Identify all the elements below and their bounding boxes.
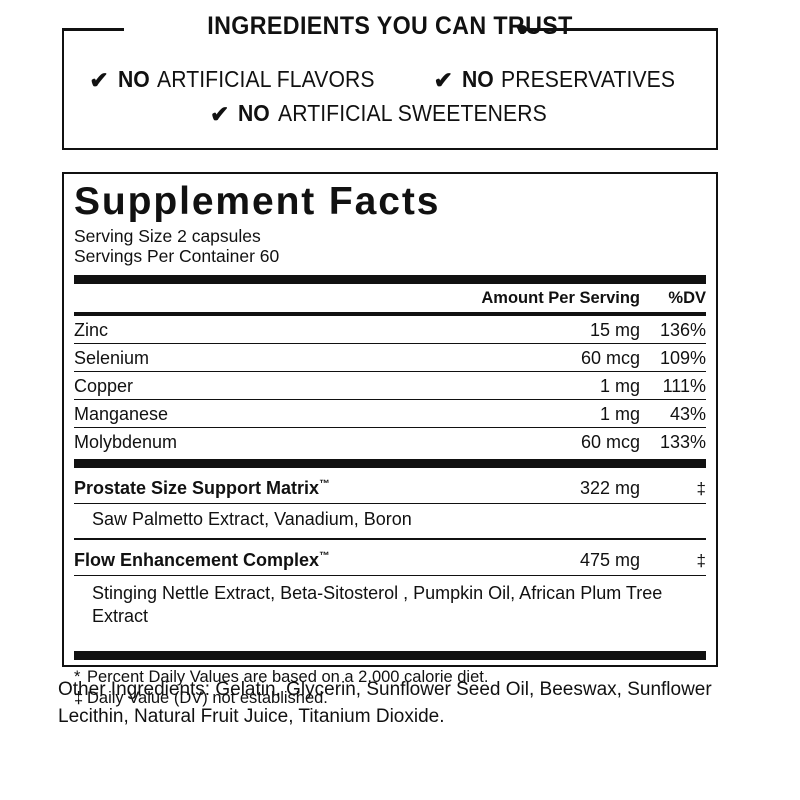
nutrient-dv: 111% bbox=[662, 375, 706, 396]
nutrient-dv: 133% bbox=[659, 432, 706, 453]
blend-name: Flow Enhancement Complex™ bbox=[74, 546, 580, 571]
footnote-dv-not-established: ‡ Daily Value (DV) not established. bbox=[74, 688, 706, 709]
divider-thin bbox=[74, 503, 706, 505]
claim-label: ARTIFICIAL SWEETENERS bbox=[277, 100, 547, 126]
blend-dv: ‡ bbox=[696, 479, 706, 499]
claim-no-artificial-flavors: ✔ NO ARTIFICIAL FLAVORS bbox=[89, 62, 393, 96]
blend-amount: 322 mg bbox=[579, 478, 640, 499]
ingredients-trust-banner: INGREDIENTS YOU CAN TRUST ✔ NO ARTIFICIA… bbox=[62, 12, 718, 150]
trust-banner-title: INGREDIENTS YOU CAN TRUST bbox=[207, 12, 573, 40]
table-row: Selenium 60 mcg 109% bbox=[74, 344, 706, 371]
claim-no-artificial-sweeteners: ✔ NO ARTIFICIAL SWEETENERS bbox=[210, 96, 570, 130]
footnote-symbol: * bbox=[74, 667, 81, 686]
nutrient-dv: 136% bbox=[659, 319, 706, 340]
table-row: Molybdenum 60 mcg 133% bbox=[74, 428, 706, 455]
table-row: Manganese 1 mg 43% bbox=[74, 400, 706, 427]
divider-thin bbox=[74, 398, 706, 401]
claim-emphasis: NO bbox=[461, 66, 494, 92]
divider-thick bbox=[74, 275, 706, 284]
trust-claims-row: ✔ NO ARTIFICIAL FLAVORS ✔ NO PRESERVATIV… bbox=[62, 62, 718, 96]
checkmark-icon: ✔ bbox=[89, 67, 109, 93]
nutrient-amount: 1 mg bbox=[599, 404, 640, 425]
checkmark-icon: ✔ bbox=[433, 67, 453, 93]
other-ingredients-text: Other Ingredients: Gelatin, Glycerin, Su… bbox=[58, 679, 712, 727]
footnotes: * Percent Daily Values are based on a 2,0… bbox=[74, 660, 706, 709]
trademark-icon: ™ bbox=[319, 478, 330, 491]
blend-ingredients: Saw Palmetto Extract, Vanadium, Boron bbox=[92, 509, 412, 530]
blend-row: Flow Enhancement Complex™ 475 mg ‡ bbox=[74, 540, 706, 575]
claim-label: PRESERVATIVES bbox=[501, 66, 676, 92]
serving-size: Serving Size 2 capsules bbox=[74, 226, 261, 246]
claim-label: ARTIFICIAL FLAVORS bbox=[157, 66, 375, 92]
divider-thin bbox=[74, 538, 706, 540]
column-header-daily-value: %DV bbox=[668, 289, 706, 307]
claim-emphasis: NO bbox=[238, 100, 271, 126]
nutrient-amount: 60 mcg bbox=[580, 432, 640, 453]
nutrient-amount: 1 mg bbox=[599, 375, 640, 396]
table-row: Copper 1 mg 111% bbox=[74, 372, 706, 399]
divider-thin bbox=[74, 342, 706, 344]
nutrient-name: Manganese bbox=[74, 404, 169, 425]
footnote-symbol: ‡ bbox=[74, 688, 84, 707]
divider-thin bbox=[74, 574, 706, 576]
claim-no-preservatives: ✔ NO PRESERVATIVES bbox=[434, 62, 691, 96]
servings-per-container: Servings Per Container 60 bbox=[74, 246, 280, 266]
footnote-text: Percent Daily Values are based on a 2,00… bbox=[87, 667, 489, 686]
nutrient-amount: 60 mcg bbox=[580, 347, 640, 368]
blend-row: Prostate Size Support Matrix™ 322 mg ‡ bbox=[74, 468, 706, 503]
trust-banner-rule-left bbox=[62, 28, 124, 31]
column-header-amount: Amount Per Serving bbox=[481, 289, 640, 307]
table-row: Zinc 15 mg 136% bbox=[74, 316, 706, 343]
divider-thin bbox=[74, 427, 706, 429]
footnote-percent-daily-value: * Percent Daily Values are based on a 2,0… bbox=[74, 667, 706, 688]
nutrient-amount: 15 mg bbox=[589, 319, 640, 340]
nutrient-dv: 109% bbox=[659, 347, 706, 368]
nutrient-name: Copper bbox=[74, 375, 134, 396]
divider-thin bbox=[74, 370, 706, 372]
supplement-facts-panel: Supplement Facts Serving Size 2 capsules… bbox=[62, 172, 718, 707]
blend-amount: 475 mg bbox=[579, 549, 640, 570]
bullet-dot-icon bbox=[518, 24, 527, 34]
blend-name-text: Flow Enhancement Complex bbox=[74, 549, 320, 570]
supplement-facts-title: Supplement Facts bbox=[74, 180, 441, 223]
checkmark-icon: ✔ bbox=[210, 101, 230, 127]
nutrient-dv: 43% bbox=[669, 404, 706, 425]
blend-name: Prostate Size Support Matrix™ bbox=[74, 474, 580, 499]
claim-emphasis: NO bbox=[117, 66, 150, 92]
blend-ingredients: Stinging Nettle Extract, Beta-Sitosterol… bbox=[92, 582, 663, 626]
trust-banner-rule-right bbox=[521, 28, 718, 31]
footnote-text: Daily Value (DV) not established. bbox=[87, 688, 328, 707]
trust-banner-frame bbox=[62, 28, 718, 150]
blend-name-text: Prostate Size Support Matrix bbox=[74, 478, 320, 499]
divider-thick bbox=[74, 459, 706, 469]
nutrient-name: Molybdenum bbox=[74, 432, 178, 453]
blend-dv: ‡ bbox=[696, 550, 706, 570]
trust-claims-row: ✔ NO ARTIFICIAL SWEETENERS bbox=[62, 96, 718, 130]
nutrient-name: Zinc bbox=[74, 319, 109, 340]
trust-claims-list: ✔ NO ARTIFICIAL FLAVORS ✔ NO PRESERVATIV… bbox=[62, 62, 718, 130]
divider-medium bbox=[74, 312, 706, 316]
nutrient-name: Selenium bbox=[74, 347, 150, 368]
divider-thick bbox=[74, 650, 706, 660]
trademark-icon: ™ bbox=[319, 549, 330, 562]
table-header-row: Amount Per Serving %DV bbox=[74, 284, 706, 312]
